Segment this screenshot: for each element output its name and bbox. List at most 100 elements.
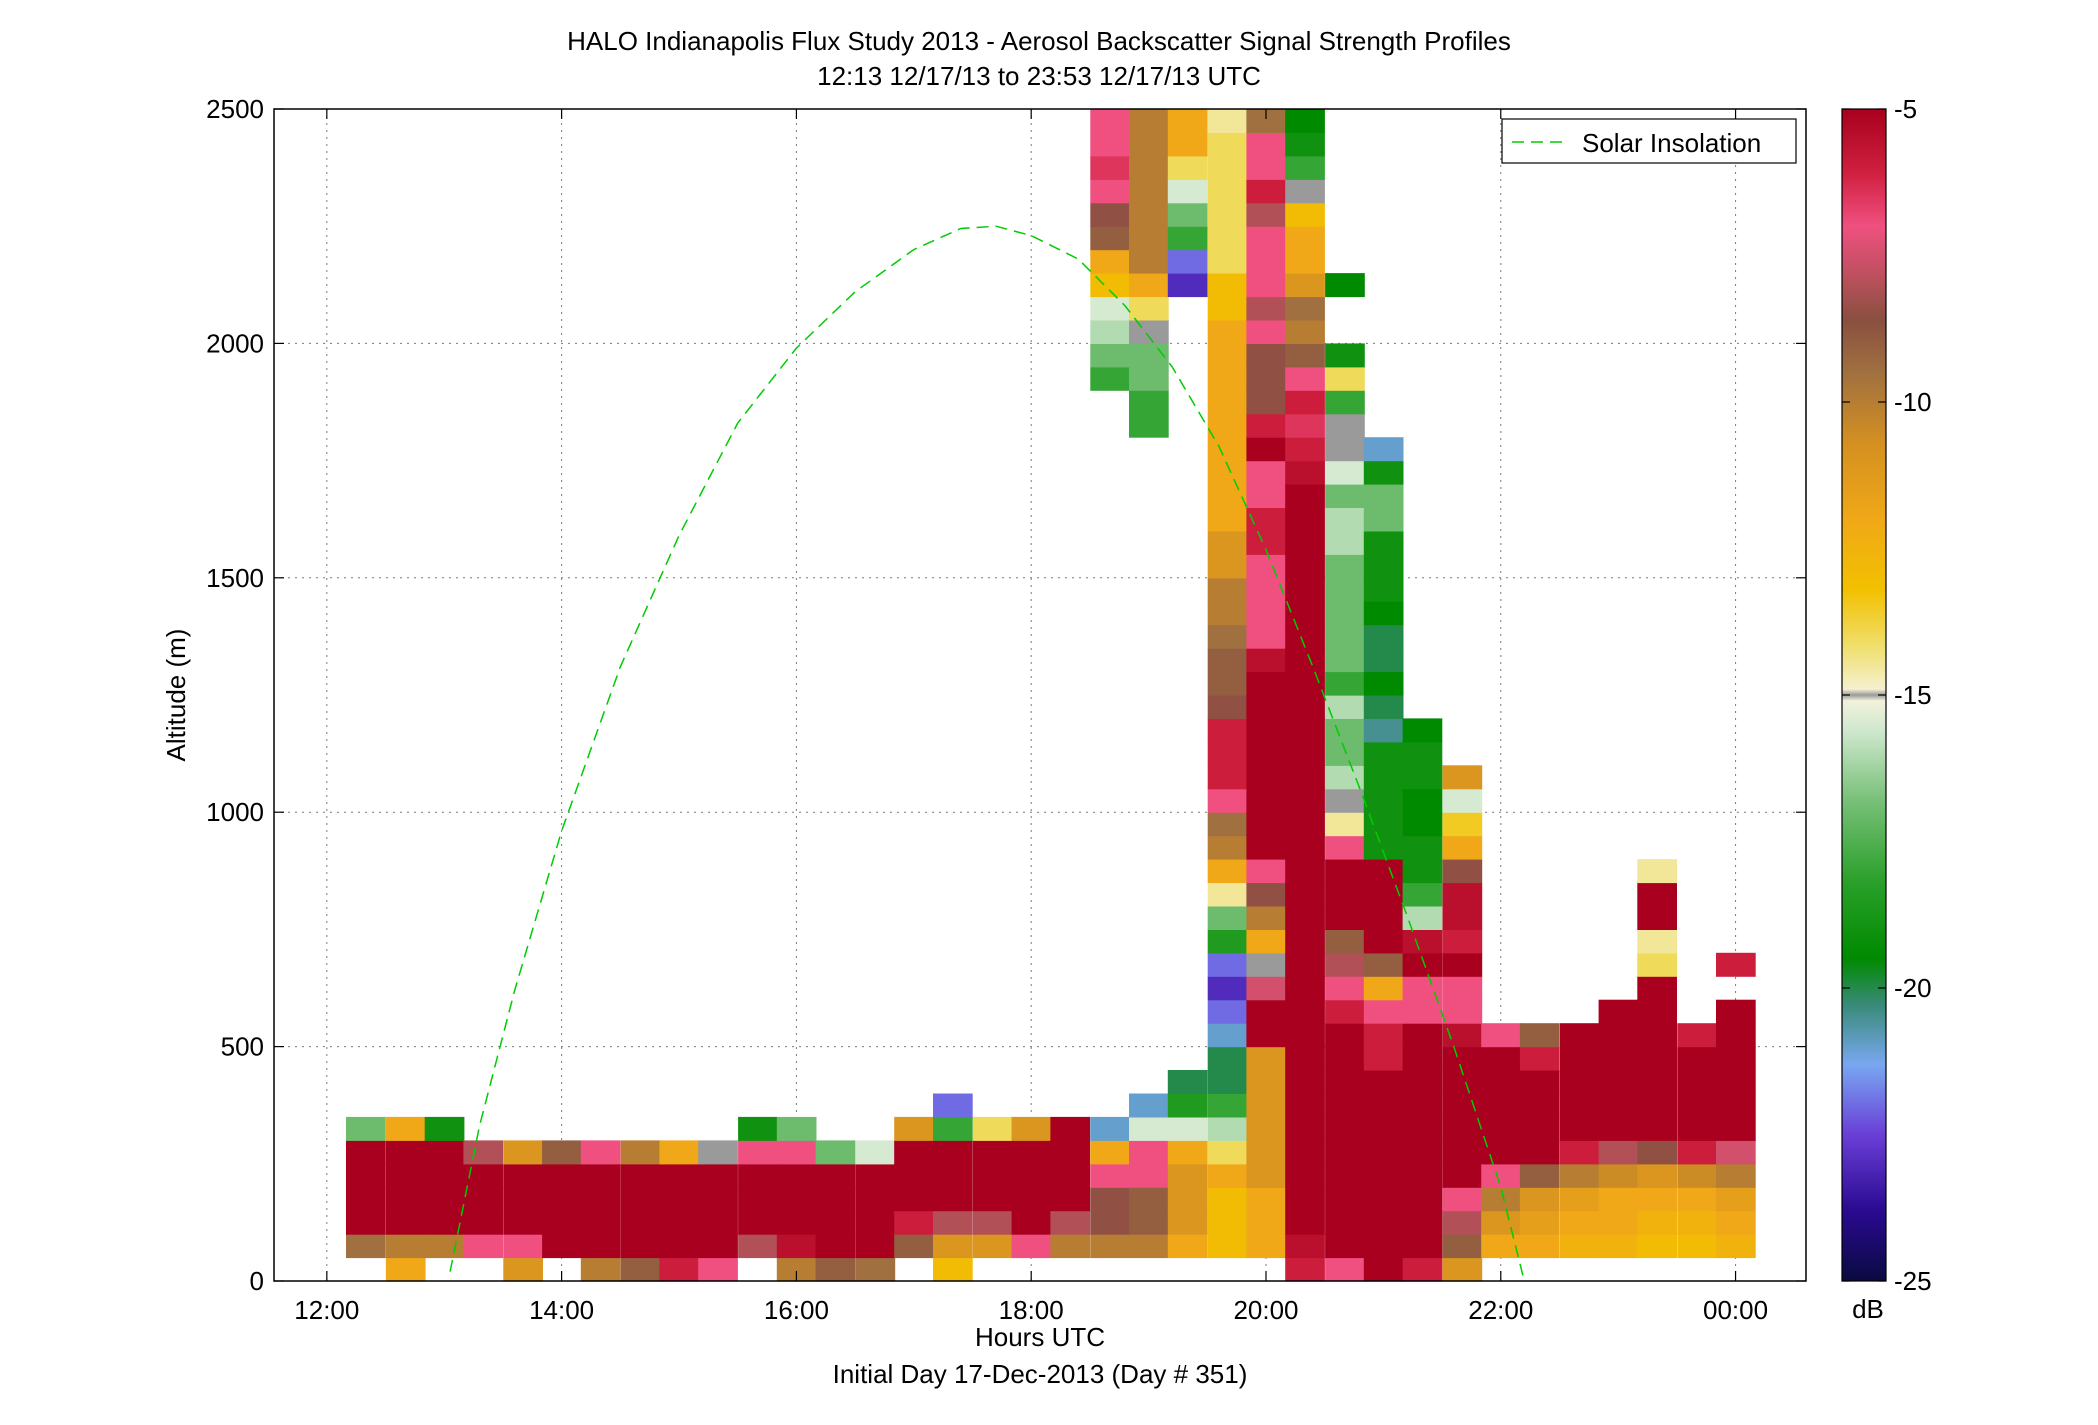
cell-21-9 [1167,249,1208,274]
cell-23-0 [1246,1234,1287,1259]
cell-20-2 [1129,1187,1169,1212]
cell-20-10 [1129,343,1169,368]
cell-24-1 [1285,1234,1325,1259]
cell-35-9 [1716,1023,1756,1048]
cell-23-4 [1246,1140,1287,1165]
cell-26-34 [1363,460,1404,485]
cell-27-3 [1402,1187,1443,1212]
cell-29-8 [1481,1046,1521,1071]
cell-22-21 [1207,741,1248,766]
cell-26-0 [1363,1257,1404,1282]
cell-6-2 [580,1210,621,1235]
cell-17-4 [1011,1140,1052,1165]
cell-22-10 [1207,999,1248,1024]
cell-19-13 [1090,202,1130,227]
cell-24-5 [1285,1140,1325,1165]
cell-24-42 [1285,273,1325,298]
solar-insolation-layer [449,225,1526,1282]
cell-23-27 [1246,601,1287,626]
cell-23-28 [1246,577,1287,602]
cell-11-1 [776,1234,817,1259]
cell-4-2 [503,1210,543,1235]
cell-31-9 [1559,1023,1600,1048]
cell-24-25 [1285,671,1325,696]
cell-23-41 [1246,273,1287,298]
cell-24-40 [1285,320,1325,344]
x-tick-label-0: 12:00 [294,1295,359,1325]
cell-33-11 [1637,976,1677,1001]
cell-25-30 [1325,554,1365,579]
cell-27-18 [1402,835,1443,860]
cell-7-2 [620,1210,661,1235]
cell-34-1 [1677,1210,1717,1235]
cell-23-44 [1246,202,1287,227]
cell-8-1 [659,1234,700,1259]
cell-17-1 [1011,1210,1052,1235]
cell-25-15 [1325,906,1365,930]
cell-19-17 [1090,109,1130,133]
cell-28-11 [1442,999,1483,1024]
cell-28-3 [1442,1187,1483,1212]
cell-4-3 [503,1187,543,1212]
cell-26-33 [1363,484,1404,508]
cell-26-22 [1363,741,1404,766]
cell-25-33 [1325,484,1365,508]
cell-22-7 [1207,1070,1248,1094]
cell-34-7 [1677,1070,1717,1094]
cell-8-4 [659,1163,700,1188]
cell-19-12 [1090,226,1130,251]
cell-26-25 [1363,671,1404,696]
cell-27-20 [1402,788,1443,813]
cell-0-4 [346,1140,386,1165]
cell-20-16 [1129,202,1169,227]
cell-30-9 [1519,1023,1560,1048]
legend-box [1501,118,1797,164]
cell-19-15 [1090,155,1130,180]
cell-21-5 [1167,1116,1208,1141]
cell-27-0 [1402,1257,1443,1282]
cell-17-5 [1011,1116,1052,1141]
cell-25-9 [1325,1046,1365,1071]
cell-24-36 [1285,413,1325,438]
cell-26-16 [1363,882,1404,907]
cell-25-31 [1325,530,1365,555]
cell-2-2 [424,1187,465,1212]
cell-16-3 [972,1163,1013,1188]
cell-25-6 [1325,1116,1365,1141]
cell-22-26 [1207,624,1248,649]
cell-29-6 [1481,1093,1521,1118]
cell-23-47 [1246,132,1287,157]
cell-0-1 [346,1210,386,1235]
cell-25-26 [1325,648,1365,673]
cell-23-13 [1246,929,1287,954]
cell-23-5 [1246,1116,1287,1141]
cell-27-5 [1402,1140,1443,1165]
cell-26-20 [1363,788,1404,813]
cell-27-9 [1402,1046,1443,1071]
cell-1-4 [385,1163,426,1188]
cell-24-32 [1285,507,1325,532]
cell-21-4 [1167,1140,1208,1165]
cell-33-15 [1637,882,1677,907]
cell-23-16 [1246,859,1287,884]
cell-35-3 [1716,1163,1756,1188]
cell-22-34 [1207,437,1248,462]
cell-22-47 [1207,132,1248,157]
cell-23-22 [1246,718,1287,743]
cell-22-11 [1207,976,1248,1001]
cell-28-7 [1442,1093,1483,1118]
cell-10-1 [738,1210,778,1235]
cell-33-12 [1637,952,1677,977]
cell-32-1 [1598,1210,1639,1235]
cell-12-1 [815,1234,856,1259]
cell-12-4 [815,1163,856,1188]
cell-22-28 [1207,577,1248,602]
cell-13-1 [855,1234,896,1259]
cell-0-0 [346,1234,386,1259]
cell-25-23 [1325,718,1365,743]
solar-insolation-line [449,225,1526,1282]
cell-28-12 [1442,976,1483,1001]
cell-21-10 [1167,226,1208,251]
cell-12-3 [815,1187,856,1212]
cell-34-0 [1677,1234,1717,1259]
